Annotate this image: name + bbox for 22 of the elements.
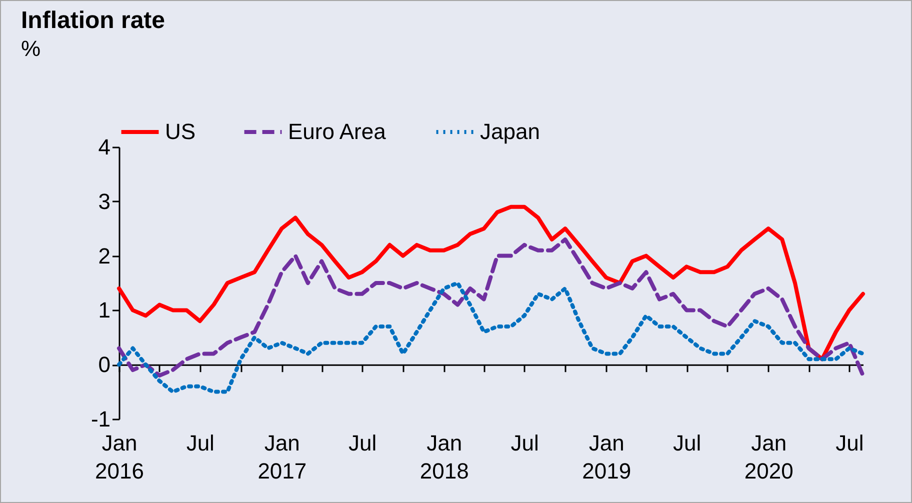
legend-label: Japan: [480, 119, 540, 144]
x-tick-label: Jul: [836, 430, 864, 456]
x-tick-label: Jan 2016: [95, 430, 144, 484]
x-tick-label: Jan 2017: [258, 430, 307, 484]
y-tick-label: 2: [98, 243, 110, 268]
y-tick-label: 1: [98, 298, 110, 323]
y-tick-label: 3: [98, 188, 110, 214]
chart-subtitle: %: [21, 36, 41, 61]
y-tick-label: -1: [90, 406, 110, 432]
x-tick-label: Jan 2018: [420, 430, 469, 484]
x-tick-label: Jan 2019: [582, 430, 632, 484]
y-tick-label: 0: [98, 352, 110, 378]
x-tick-label: Jul: [186, 430, 214, 456]
x-tick-label: Jul: [510, 430, 539, 456]
legend-label: Euro Area: [288, 119, 387, 144]
chart-title: Inflation rate: [21, 7, 166, 34]
legend-label: US: [165, 119, 196, 144]
x-tick-label: Jan 2020: [744, 430, 794, 484]
y-tick-label: 4: [98, 134, 110, 160]
line-series: [117, 204, 865, 362]
x-tick-label: Jul: [672, 430, 702, 456]
x-tick-label: Jul: [348, 430, 377, 456]
